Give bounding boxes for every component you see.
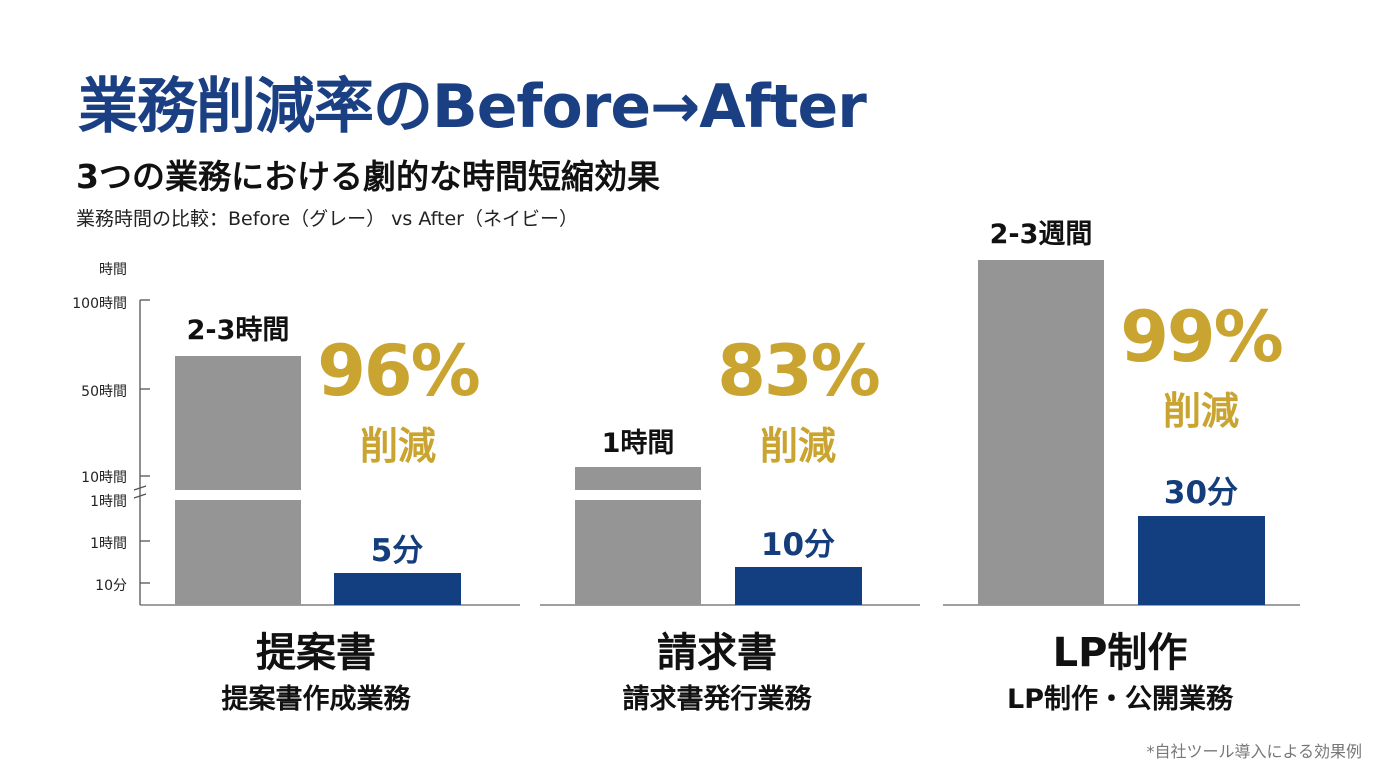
- before-bar-lower: [575, 500, 701, 605]
- after-bar: [1138, 516, 1265, 605]
- after-bar: [735, 567, 862, 605]
- y-tick-label: 50時間: [81, 384, 127, 400]
- before-bar: [978, 260, 1104, 605]
- category-subtitle: LP制作・公開業務: [1007, 684, 1233, 715]
- before-bar-upper: [575, 467, 701, 490]
- y-tick-label: 1時間: [90, 494, 127, 510]
- before-bar-upper: [175, 356, 301, 490]
- category-label: LP制作: [1052, 630, 1188, 676]
- after-value-label: 30分: [1163, 475, 1239, 511]
- y-axis-label: 時間: [99, 262, 127, 278]
- reduction-percent: 99%: [1120, 296, 1284, 378]
- reduction-percent: 83%: [717, 330, 881, 412]
- before-value-label: 2-3時間: [186, 315, 290, 346]
- chart-caption: 業務時間の比較：Before（グレー） vs After（ネイビー）: [76, 208, 578, 230]
- category-subtitle: 提案書作成業務: [221, 684, 411, 715]
- after-value-label: 10分: [760, 527, 836, 563]
- reduction-label: 削減: [759, 424, 836, 468]
- before-value-label: 2-3週間: [989, 219, 1093, 250]
- after-bar: [334, 573, 461, 605]
- y-tick-label: 10分: [95, 578, 127, 594]
- before-value-label: 1時間: [601, 428, 675, 459]
- page-subtitle: 3つの業務における劇的な時間短縮効果: [76, 157, 660, 196]
- category-subtitle: 請求書発行業務: [622, 684, 812, 715]
- reduction-label: 削減: [359, 424, 436, 468]
- after-value-label: 5分: [370, 533, 424, 569]
- before-bar-lower: [175, 500, 301, 605]
- reduction-label: 削減: [1162, 389, 1239, 433]
- footnote: *自社ツール導入による効果例: [1146, 742, 1362, 761]
- axis-break-mark: [133, 485, 147, 491]
- y-tick-label: 10時間: [81, 470, 127, 486]
- y-tick-label: 1時間: [90, 536, 127, 552]
- category-label: 請求書: [657, 630, 777, 676]
- reduction-percent: 96%: [317, 330, 481, 412]
- axis-break-mark: [133, 493, 147, 499]
- category-label: 提案書: [256, 630, 376, 676]
- y-tick-label: 100時間: [72, 296, 127, 312]
- page-title: 業務削減率のBefore→After: [78, 72, 867, 142]
